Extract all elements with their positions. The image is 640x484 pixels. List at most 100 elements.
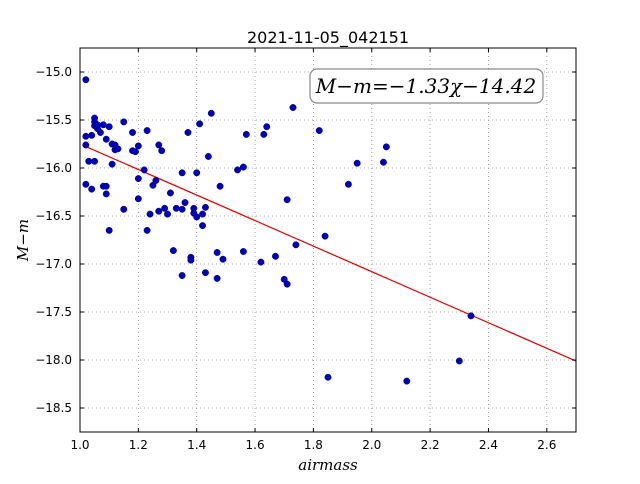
data-point: [94, 121, 101, 129]
x-tick-label: 1.2: [129, 438, 148, 452]
data-point: [155, 141, 163, 149]
data-point: [257, 258, 265, 266]
data-point: [129, 129, 136, 136]
fit-line-layer: [85, 146, 577, 362]
data-point: [134, 195, 142, 203]
data-point: [207, 109, 215, 117]
data-point: [216, 182, 224, 190]
data-point: [193, 169, 201, 177]
fit-equation: M−m=−1.33χ−14.42: [315, 74, 536, 98]
data-point: [234, 166, 242, 174]
y-tick-label: −17.0: [35, 257, 72, 271]
data-point: [82, 76, 90, 84]
data-point: [143, 127, 151, 135]
data-point: [134, 142, 142, 150]
fit-line: [85, 146, 577, 362]
x-tick-label: 2.6: [537, 438, 556, 452]
data-point: [82, 141, 90, 149]
x-tick-label: 2.4: [479, 438, 498, 452]
data-point: [219, 255, 227, 263]
y-axis-label: M−m: [14, 219, 32, 262]
plot-background: [80, 48, 576, 432]
grid: [79, 48, 576, 432]
data-point: [204, 153, 212, 160]
data-point: [161, 204, 169, 212]
x-tick-label: 1.4: [187, 438, 206, 452]
y-tick-label: −15.5: [35, 113, 72, 127]
data-point: [202, 203, 209, 211]
data-point: [88, 185, 96, 193]
data-point: [353, 159, 361, 167]
y-tick-label: −16.5: [35, 209, 72, 223]
data-point: [239, 163, 247, 171]
data-point: [102, 190, 110, 198]
x-tick-label: 2.2: [421, 438, 440, 452]
data-point: [166, 189, 174, 197]
data-point: [102, 135, 110, 143]
data-point: [82, 132, 90, 140]
equation-box-frame: [309, 68, 544, 104]
data-point: [140, 166, 148, 174]
data-point: [213, 249, 221, 256]
data-point: [283, 196, 291, 204]
data-point: [260, 130, 268, 138]
axis-ticks: 1.0 1.2 1.4 1.6 1.8 2.0 2.2 2.4 2.6 −15.0 −15.5 −16…: [35, 48, 576, 452]
x-axis-label: airmass: [298, 456, 358, 474]
y-tick-label: −18.0: [35, 353, 72, 367]
data-point: [184, 129, 192, 136]
chart-title: 2021-11-05_042151: [247, 28, 409, 48]
data-point: [239, 248, 247, 255]
data-point: [193, 213, 201, 221]
data-point: [403, 377, 411, 385]
x-tick-label: 1.8: [304, 438, 323, 452]
x-tick-label: 1.6: [246, 438, 265, 452]
data-point: [263, 123, 271, 131]
data-point: [134, 175, 142, 183]
data-point: [196, 120, 204, 128]
data-point: [178, 272, 186, 279]
data-point: [152, 177, 160, 184]
data-point: [242, 130, 250, 138]
plot-frame: [79, 47, 577, 433]
data-point: [321, 232, 329, 240]
data-point: [102, 182, 110, 190]
data-point: [213, 274, 221, 282]
data-point: [181, 199, 189, 207]
data-point: [108, 160, 116, 168]
fit-equation-box: M−m=−1.33χ−14.42: [309, 68, 544, 104]
data-points: [82, 76, 475, 385]
y-tick-label: −17.5: [35, 305, 72, 319]
data-point: [187, 256, 195, 264]
data-point: [467, 312, 475, 320]
data-point: [379, 158, 387, 166]
data-point: [315, 127, 323, 135]
y-tick-label: −15.0: [35, 65, 72, 79]
data-point: [283, 280, 291, 288]
data-point: [202, 269, 209, 277]
data-point: [120, 118, 128, 126]
data-point: [164, 210, 171, 218]
data-point: [199, 210, 206, 218]
data-point: [169, 247, 177, 255]
data-point: [178, 205, 186, 213]
data-point: [158, 147, 166, 155]
data-point: [120, 205, 128, 213]
data-point: [178, 169, 186, 177]
data-point: [85, 157, 93, 165]
data-point: [172, 204, 180, 212]
data-point: [272, 252, 279, 260]
data-point: [105, 226, 113, 234]
y-tick-label: −16.0: [35, 161, 72, 175]
x-tick-label: 2.0: [362, 438, 381, 452]
data-point: [114, 145, 122, 153]
data-point: [155, 207, 163, 215]
data-point: [105, 123, 113, 131]
data-point: [88, 131, 96, 139]
data-point: [82, 180, 90, 188]
data-point: [199, 222, 206, 230]
data-point: [455, 357, 463, 365]
data-point: [131, 148, 139, 156]
data-point: [382, 143, 390, 151]
